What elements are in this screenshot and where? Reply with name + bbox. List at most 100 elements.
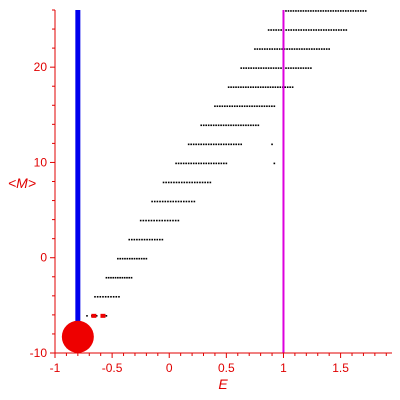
data-point — [281, 48, 283, 50]
data-point — [277, 29, 280, 31]
data-point — [272, 67, 275, 69]
data-point — [295, 67, 297, 69]
data-point — [320, 29, 323, 31]
data-point — [147, 219, 150, 222]
data-point — [272, 86, 274, 88]
y-tick-label: -10 — [30, 346, 48, 360]
data-point — [305, 29, 308, 31]
data-point — [254, 86, 257, 88]
data-point — [139, 219, 142, 222]
data-point — [128, 276, 131, 279]
data-point — [151, 200, 153, 203]
data-point — [240, 67, 243, 69]
data-point — [249, 86, 252, 88]
data-point — [222, 124, 225, 127]
data-point — [292, 29, 295, 31]
data-point — [114, 276, 117, 279]
x-tick-label: -1 — [50, 361, 61, 375]
data-point — [212, 143, 215, 146]
data-point — [196, 181, 199, 184]
data-point — [283, 48, 286, 50]
data-point — [292, 67, 295, 69]
data-point — [279, 86, 282, 88]
data-point — [138, 257, 141, 260]
data-point — [119, 257, 122, 260]
data-point — [340, 10, 342, 12]
data-point — [267, 86, 269, 88]
data-point — [133, 238, 136, 241]
data-point — [265, 67, 267, 69]
data-point — [107, 276, 110, 279]
data-point — [289, 86, 291, 88]
data-point — [253, 105, 256, 108]
data-point — [269, 86, 272, 88]
data-point — [252, 67, 255, 69]
data-point — [180, 200, 182, 203]
data-point — [268, 105, 271, 108]
data-point — [161, 219, 164, 222]
data-point — [128, 257, 131, 260]
data-point — [204, 181, 206, 184]
data-point — [287, 10, 290, 12]
data-point — [240, 124, 242, 127]
data-point — [212, 124, 215, 127]
data-point — [205, 162, 208, 165]
data-point — [156, 219, 158, 222]
data-point — [235, 86, 237, 88]
data-point — [247, 86, 250, 88]
data-point — [131, 257, 133, 260]
data-point — [271, 105, 273, 108]
data-point — [280, 29, 282, 31]
dot-level-15 — [267, 29, 348, 31]
data-point — [121, 257, 124, 260]
data-point — [187, 143, 190, 146]
data-point — [270, 67, 272, 69]
markers — [61, 313, 106, 353]
data-point — [259, 86, 262, 88]
data-point — [167, 200, 169, 203]
data-point — [300, 10, 302, 12]
data-point — [340, 29, 343, 31]
x-tick-label: -0.5 — [102, 361, 123, 375]
data-point — [317, 10, 320, 12]
data-point — [306, 48, 308, 50]
dot-level-1 — [94, 295, 120, 298]
dot-level-4 — [128, 238, 164, 241]
data-point — [327, 10, 330, 12]
data-point — [303, 48, 306, 50]
data-point — [130, 276, 133, 279]
data-point — [151, 238, 153, 241]
data-point — [344, 10, 347, 12]
data-point — [295, 10, 297, 12]
data-point — [215, 124, 217, 127]
x-tick-label: 1 — [280, 361, 287, 375]
data-point — [298, 48, 301, 50]
data-point — [247, 124, 250, 127]
data-point — [183, 181, 186, 184]
dot-level-5 — [139, 219, 180, 222]
data-point — [86, 315, 88, 317]
data-point — [310, 67, 312, 69]
data-point — [318, 48, 321, 50]
data-point — [285, 29, 287, 31]
data-point — [347, 10, 350, 12]
data-point — [205, 143, 207, 146]
data-point — [164, 219, 166, 222]
data-point — [297, 67, 300, 69]
data-point — [236, 105, 239, 108]
data-point — [105, 315, 108, 317]
data-point — [250, 67, 252, 69]
data-point — [110, 295, 112, 298]
data-point — [190, 200, 193, 203]
data-point — [242, 86, 245, 88]
data-point — [237, 124, 240, 127]
data-point — [230, 143, 232, 146]
data-point — [162, 181, 165, 184]
data-point — [240, 143, 243, 146]
data-point — [159, 238, 161, 241]
data-point — [242, 67, 245, 69]
data-point — [335, 29, 338, 31]
data-point — [110, 276, 112, 279]
data-point — [169, 200, 172, 203]
